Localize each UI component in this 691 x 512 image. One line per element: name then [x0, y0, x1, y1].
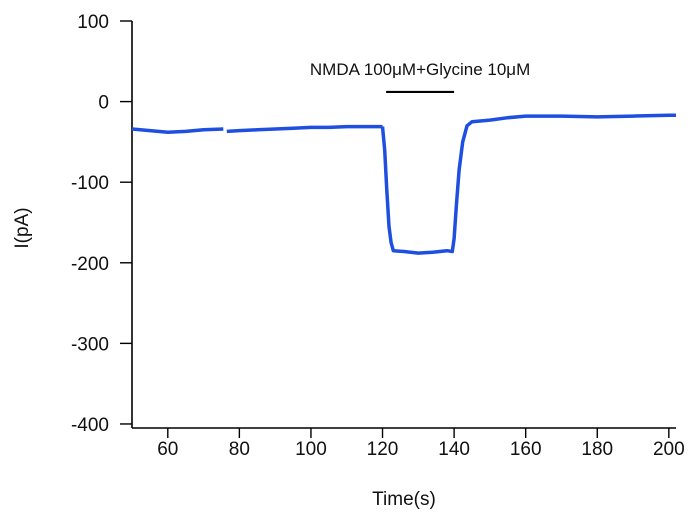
current-trace-segment [380, 113, 676, 255]
x-tick-label: 140 [438, 439, 470, 460]
y-ticks: 100 0 -100 -200 -300 -400 [71, 12, 132, 436]
axes [131, 21, 676, 429]
x-tick-label: 180 [581, 439, 613, 460]
x-ticks: 60 80 100 120 140 160 180 200 [157, 428, 685, 460]
x-tick-label: 60 [157, 439, 178, 460]
x-axis-title: Time(s) [372, 489, 436, 510]
x-tick-label: 100 [295, 439, 327, 460]
y-tick-label: -200 [71, 254, 109, 275]
x-tick-label: 200 [653, 439, 685, 460]
y-tick-label: -300 [71, 334, 109, 355]
series [131, 113, 676, 255]
y-tick-label: -400 [71, 415, 109, 436]
y-axis-title: I(pA) [12, 207, 33, 248]
y-tick-label: 100 [77, 12, 109, 33]
x-tick-label: 160 [510, 439, 542, 460]
current-trace-segment [131, 127, 224, 134]
x-tick-label: 80 [229, 439, 250, 460]
current-trace-segment [226, 124, 383, 134]
x-tick-label: 120 [367, 439, 399, 460]
y-tick-label: -100 [71, 173, 109, 194]
y-tick-label: 0 [98, 93, 109, 114]
drug-application-label: NMDA 100μM+Glycine 10μM [310, 60, 530, 79]
